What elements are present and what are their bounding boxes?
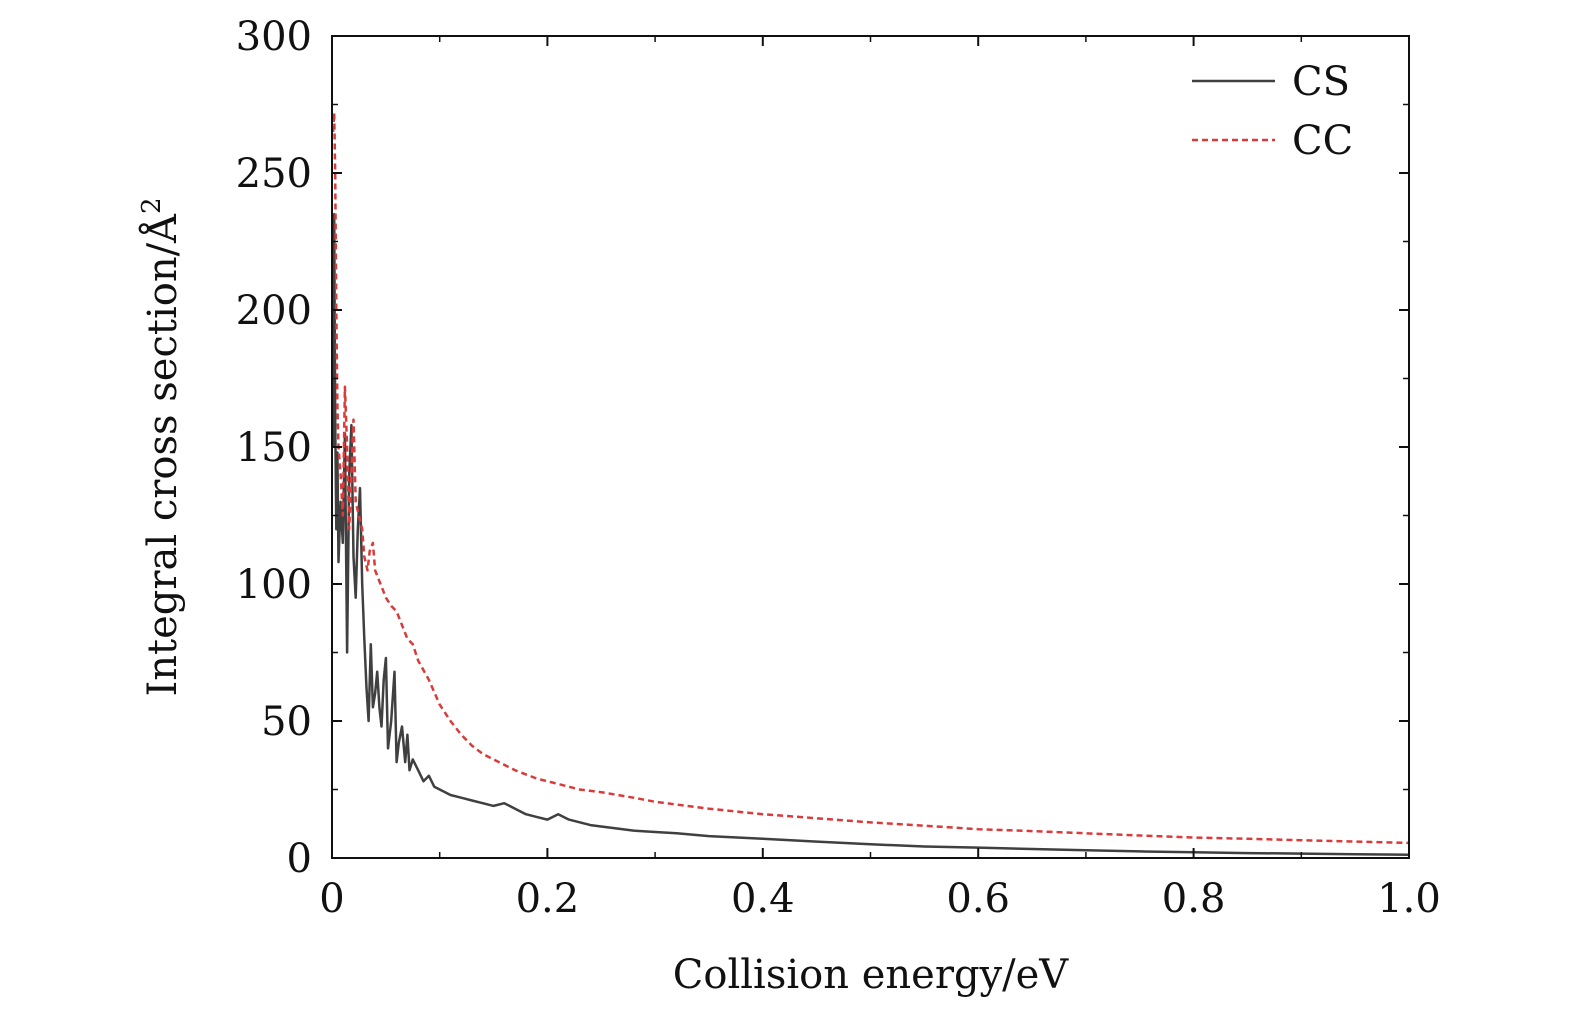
x-tick-label: 1.0	[1377, 876, 1441, 922]
series-layer	[331, 111, 1410, 856]
y-tick-label: 100	[236, 562, 312, 608]
legend-label-cc: CC	[1292, 118, 1353, 164]
ticks-layer: 0 0.2 0.4 0.6 0.8 1.0 0 50 100 150 200 250 300	[236, 14, 1441, 922]
plot-frame	[331, 35, 1410, 859]
y-tick-label: 0	[287, 836, 312, 882]
y-tick-label: 250	[236, 151, 312, 197]
series-line-cs	[331, 212, 1410, 856]
x-tick-label: 0.8	[1162, 876, 1226, 922]
y-axis-title: Integral cross section/Å2	[137, 198, 186, 697]
x-axis-title: Collision energy/eV	[673, 952, 1070, 998]
x-tick-label: 0.6	[946, 876, 1010, 922]
x-tick-label: 0.4	[731, 876, 795, 922]
x-tick-label: 0.2	[516, 876, 580, 922]
y-axis-title-main: Integral cross section/Å	[139, 213, 186, 697]
y-tick-label: 150	[236, 425, 312, 471]
legend-label-cs: CS	[1292, 59, 1350, 105]
y-tick-label: 50	[261, 699, 312, 745]
legend: CS CC	[1192, 59, 1353, 164]
x-tick-label: 0	[319, 876, 344, 922]
series-line-cc	[331, 111, 1410, 845]
y-axis-title-superscript: 2	[137, 198, 167, 215]
plot-area: 0 0.2 0.4 0.6 0.8 1.0 0 50 100 150 200 250 300	[236, 14, 1441, 922]
y-tick-label: 300	[236, 14, 312, 60]
y-tick-label: 200	[236, 288, 312, 334]
